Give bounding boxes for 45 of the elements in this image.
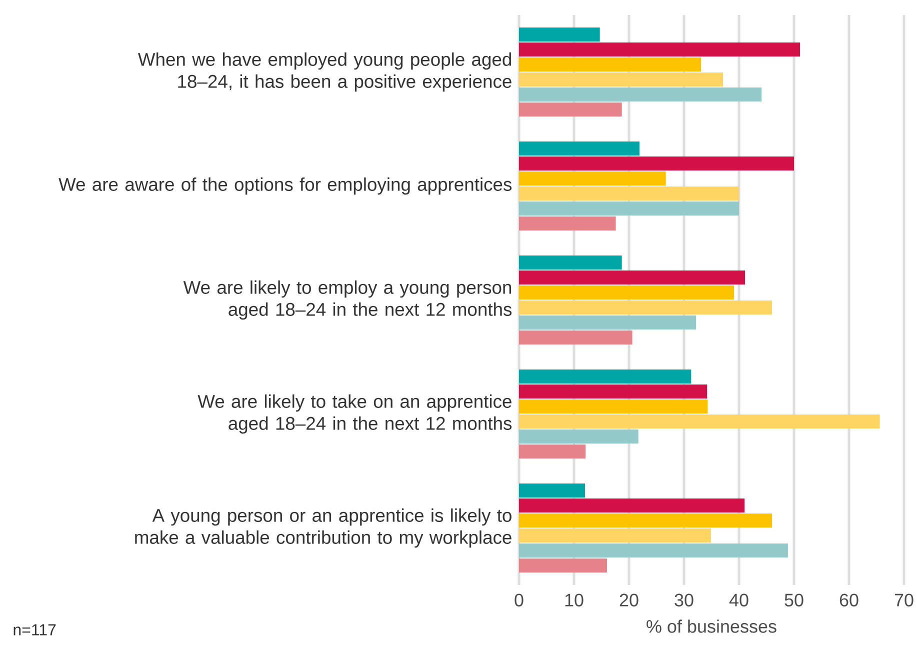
bar	[519, 172, 666, 186]
x-tick-label: 20	[620, 594, 638, 606]
x-tick-label: 50	[784, 594, 804, 606]
y-tick-label: We are likely to take on an apprentice aged 18–24 in the next 12 months	[198, 394, 512, 434]
y-tick-label: We are likely to employ a young person aged 18–24 in the next 12 months	[183, 280, 512, 320]
bar	[519, 270, 746, 284]
bar	[519, 484, 585, 498]
bar	[519, 256, 622, 270]
bar	[519, 28, 600, 42]
bar	[519, 558, 607, 572]
bar	[519, 42, 800, 56]
bar	[519, 156, 794, 170]
bar	[519, 414, 880, 428]
bar	[519, 58, 702, 72]
bar	[519, 444, 586, 458]
x-tick-label: 70	[894, 594, 914, 606]
bar	[519, 202, 739, 216]
bar	[519, 430, 638, 444]
x-tick-label: 10	[565, 594, 584, 606]
bar	[519, 300, 772, 314]
bar	[519, 102, 622, 116]
bar	[519, 528, 711, 542]
bar	[519, 400, 708, 414]
x-axis-title: % of businesses	[646, 620, 776, 633]
text: n=117	[14, 624, 56, 636]
bar	[519, 216, 616, 230]
x-tick-label: 0	[514, 594, 524, 606]
bar	[519, 186, 739, 200]
bar	[519, 514, 772, 528]
y-tick-label: We are aware of the options for employing apprentices	[58, 177, 512, 195]
bar	[519, 88, 762, 102]
bar	[519, 370, 692, 384]
bar	[519, 72, 724, 86]
bar	[519, 384, 708, 398]
bar	[519, 330, 632, 344]
y-tick-label: A young person or an apprentice is likely to make a valuable contribution to my workplace	[135, 508, 512, 548]
bar	[519, 498, 744, 512]
x-tick-label: 40	[729, 594, 748, 606]
x-tick-label: 60	[840, 594, 858, 606]
bar	[519, 142, 640, 156]
y-tick-label: When we have employed young people aged 18–24, it has been a positive experience	[138, 52, 512, 92]
bar	[519, 316, 696, 330]
bar	[519, 544, 788, 558]
x-tick-label: 30	[674, 594, 694, 606]
bar	[519, 286, 734, 300]
